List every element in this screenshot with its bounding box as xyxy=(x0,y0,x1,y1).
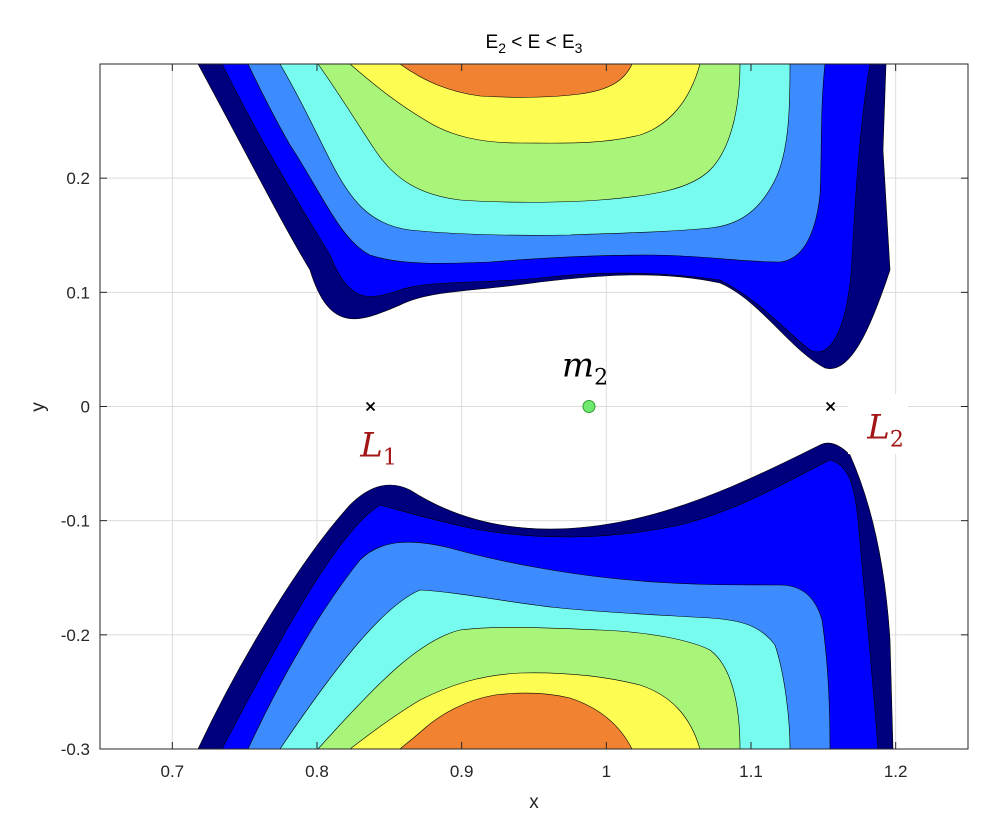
contour-fills xyxy=(197,64,894,749)
m2-label: m2 xyxy=(562,346,608,391)
l2-marker xyxy=(825,401,836,412)
y-tick-label: -0.2 xyxy=(61,626,90,645)
y-tick-label: -0.1 xyxy=(61,512,90,531)
l2-label: L2 xyxy=(866,408,904,453)
lower-level-7 xyxy=(399,692,633,749)
y-tick-label: 0 xyxy=(81,398,90,417)
label-backdrop xyxy=(848,394,908,454)
chart-title: E2 < E < E3 xyxy=(486,32,583,56)
y-tick-label: 0.2 xyxy=(66,169,90,188)
y-tick-label: -0.3 xyxy=(61,740,90,759)
special-points: L1 m2 L2 xyxy=(359,346,904,471)
x-tick-label: 0.9 xyxy=(450,762,474,781)
axis-ticks: 0.7 0.8 0.9 1 1.1 1.2 -0.3 -0.2 -0.1 0 0.1 0.2 xyxy=(61,64,968,781)
x-tick-label: 0.7 xyxy=(161,762,185,781)
x-tick-label: 1 xyxy=(602,762,611,781)
l1-marker xyxy=(365,401,376,412)
x-axis-label: x xyxy=(529,792,539,813)
x-tick-label: 1.1 xyxy=(739,762,763,781)
m2-marker xyxy=(582,400,596,413)
x-tick-label: 1.2 xyxy=(884,762,908,781)
x-tick-label: 0.8 xyxy=(305,762,329,781)
y-tick-label: 0.1 xyxy=(66,283,90,302)
l1-label: L1 xyxy=(359,426,397,471)
upper-level-7 xyxy=(399,64,633,98)
y-axis-label: y xyxy=(28,402,49,412)
